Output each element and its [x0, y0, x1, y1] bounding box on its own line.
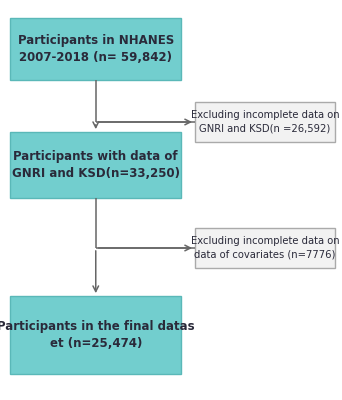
Text: Participants in the final datas
et (n=25,474): Participants in the final datas et (n=25…	[0, 320, 195, 350]
Text: Participants in NHANES
2007-2018 (n= 59,842): Participants in NHANES 2007-2018 (n= 59,…	[18, 34, 174, 64]
Text: Participants with data of
GNRI and KSD(n=33,250): Participants with data of GNRI and KSD(n…	[12, 150, 180, 180]
FancyBboxPatch shape	[10, 296, 181, 374]
Text: Excluding incomplete data on
GNRI and KSD(n =26,592): Excluding incomplete data on GNRI and KS…	[191, 110, 339, 134]
FancyBboxPatch shape	[195, 228, 335, 268]
FancyBboxPatch shape	[10, 18, 181, 80]
FancyBboxPatch shape	[195, 102, 335, 142]
Text: Excluding incomplete data on
data of covariates (n=7776): Excluding incomplete data on data of cov…	[191, 236, 339, 260]
FancyBboxPatch shape	[10, 132, 181, 198]
